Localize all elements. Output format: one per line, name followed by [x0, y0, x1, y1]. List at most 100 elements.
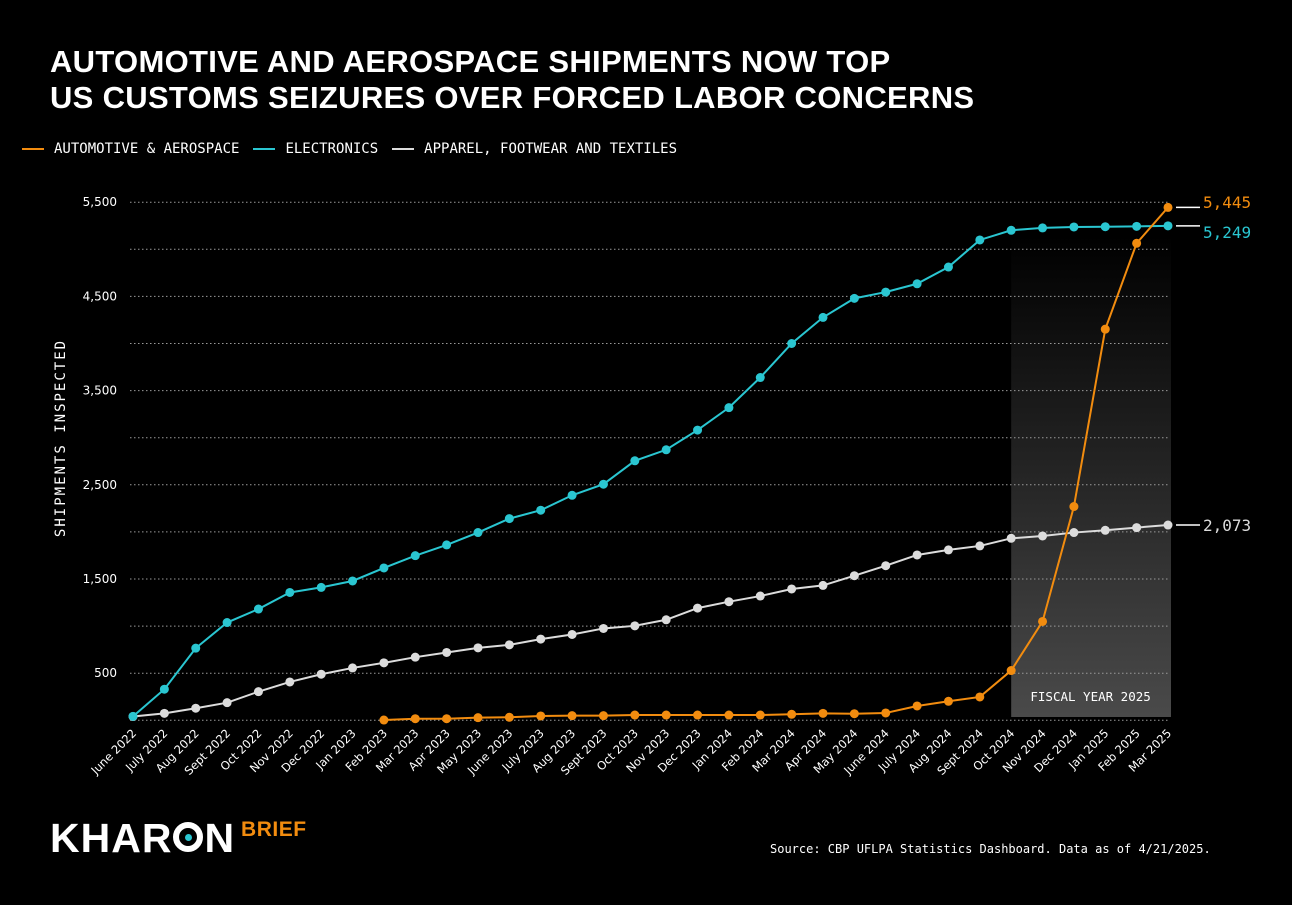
- end-value-label: 5,445: [1203, 193, 1251, 212]
- data-point: [1006, 666, 1016, 676]
- legend-label-electronics: ELECTRONICS: [285, 141, 379, 157]
- kharon-brief-logo: KHAR N BRIEF: [50, 818, 307, 859]
- legend-swatch-automotive: [22, 148, 44, 150]
- data-point: [912, 701, 922, 711]
- data-point: [755, 591, 765, 601]
- data-point: [222, 698, 232, 708]
- data-point: [536, 634, 546, 644]
- data-point: [1038, 531, 1048, 541]
- data-point: [536, 505, 546, 515]
- data-point: [1006, 533, 1016, 543]
- legend-item-electronics: ELECTRONICS: [253, 141, 378, 157]
- data-point: [379, 658, 389, 668]
- data-point: [598, 623, 608, 633]
- data-point: [661, 445, 671, 455]
- y-tick-label: 4,500: [83, 289, 117, 303]
- data-point: [473, 528, 483, 538]
- data-point: [818, 708, 828, 718]
- data-point: [473, 643, 483, 653]
- data-point: [1038, 223, 1048, 233]
- data-point: [253, 604, 263, 614]
- data-point: [1100, 525, 1110, 535]
- data-point: [724, 597, 734, 607]
- y-tick-label: 5,500: [83, 195, 117, 209]
- data-point: [191, 643, 201, 653]
- data-point: [630, 710, 640, 720]
- chart-title-line-2: US CUSTOMS SEIZURES OVER FORCED LABOR CO…: [50, 80, 975, 115]
- data-point: [881, 561, 891, 571]
- y-tick-label: 500: [94, 666, 117, 680]
- data-point: [1132, 221, 1142, 231]
- data-point: [975, 235, 985, 245]
- series-line: [132, 524, 1169, 718]
- data-point: [159, 708, 169, 718]
- data-point: [504, 640, 514, 650]
- data-point: [473, 713, 483, 723]
- data-point: [1163, 520, 1173, 530]
- data-point: [379, 563, 389, 573]
- end-value-label: 5,249: [1203, 223, 1251, 242]
- data-point: [912, 279, 922, 289]
- data-point: [598, 479, 608, 489]
- data-point: [1069, 528, 1079, 538]
- series-automotive-aerospace: [379, 202, 1173, 725]
- series-electronics: [128, 221, 1173, 721]
- data-point: [1006, 225, 1016, 235]
- logo-text-brief: BRIEF: [241, 818, 307, 841]
- data-point: [504, 712, 514, 722]
- data-point: [253, 687, 263, 697]
- legend-item-automotive: AUTOMOTIVE & AEROSPACE: [22, 141, 239, 157]
- logo-wordmark: KHAR N: [50, 818, 235, 859]
- data-point: [912, 550, 922, 560]
- data-point: [724, 403, 734, 413]
- data-point: [567, 490, 577, 500]
- data-point: [567, 711, 577, 721]
- data-point: [442, 540, 452, 550]
- legend-item-apparel: APPAREL, FOOTWEAR AND TEXTILES: [392, 141, 677, 157]
- data-point: [316, 669, 326, 679]
- data-point: [222, 618, 232, 628]
- data-point: [504, 514, 514, 524]
- data-point: [787, 709, 797, 719]
- series-line: [383, 206, 1169, 722]
- data-point: [1100, 324, 1110, 334]
- chart-title-line-1: AUTOMOTIVE AND AEROSPACE SHIPMENTS NOW T…: [50, 44, 891, 79]
- data-point: [128, 711, 138, 721]
- data-point: [943, 262, 953, 272]
- data-point: [661, 615, 671, 625]
- data-point: [410, 714, 420, 724]
- legend-swatch-electronics: [253, 148, 276, 150]
- data-point: [787, 584, 797, 594]
- data-point: [410, 551, 420, 561]
- data-point: [1038, 616, 1048, 626]
- data-point: [285, 587, 295, 597]
- data-point: [1163, 202, 1173, 212]
- data-point: [755, 373, 765, 383]
- data-point: [316, 582, 326, 592]
- legend-label-apparel: APPAREL, FOOTWEAR AND TEXTILES: [424, 141, 678, 157]
- data-point: [630, 456, 640, 466]
- data-point: [285, 677, 295, 687]
- y-tick-label: 2,500: [83, 478, 117, 492]
- data-point: [348, 576, 358, 586]
- data-point: [1100, 222, 1110, 232]
- data-point: [1132, 238, 1142, 248]
- legend-label-automotive: AUTOMOTIVE & AEROSPACE: [54, 141, 240, 157]
- data-point: [943, 696, 953, 706]
- data-point: [881, 708, 891, 718]
- chart-legend: AUTOMOTIVE & AEROSPACE ELECTRONICS APPAR…: [22, 141, 691, 157]
- legend-swatch-apparel: [392, 148, 415, 150]
- data-point: [159, 684, 169, 694]
- data-point: [1132, 523, 1142, 533]
- data-point: [348, 663, 358, 673]
- data-point: [975, 541, 985, 551]
- data-point: [849, 571, 859, 581]
- chart-title: AUTOMOTIVE AND AEROSPACE SHIPMENTS NOW T…: [50, 44, 974, 116]
- y-tick-label: 3,500: [83, 384, 117, 398]
- data-point: [975, 692, 985, 702]
- data-point: [598, 711, 608, 721]
- data-point: [849, 293, 859, 303]
- y-axis-label: SHIPMENTS INSPECTED: [53, 339, 69, 537]
- data-point: [567, 629, 577, 639]
